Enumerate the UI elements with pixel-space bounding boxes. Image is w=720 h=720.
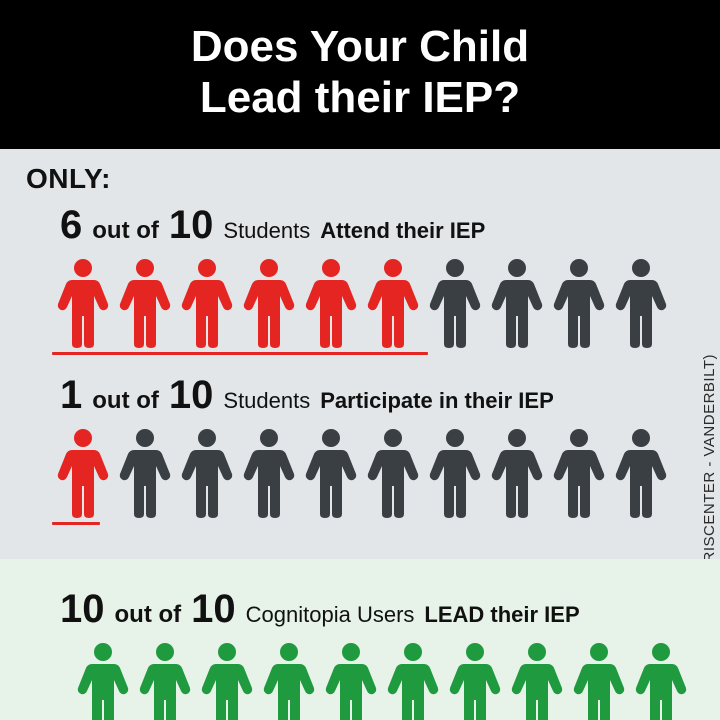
- stat-row-attend: 6 out of 10 Students Attend their IEP: [26, 203, 694, 355]
- infographic-root: Does Your Child Lead their IEP? ONLY: 6 …: [0, 0, 720, 720]
- big-number-b: 10: [169, 373, 214, 418]
- lead-text: Students: [223, 218, 310, 244]
- connector: out of: [115, 601, 182, 629]
- title-line-1: Does Your Child: [20, 22, 700, 73]
- person-icon: [630, 640, 692, 720]
- underline: [52, 522, 100, 525]
- people-row: [26, 426, 694, 518]
- panel-bottom: 10 out of 10 Cognitopia Users LEAD their…: [0, 559, 720, 720]
- big-number-a: 1: [60, 373, 82, 418]
- stat-line: 6 out of 10 Students Attend their IEP: [26, 203, 694, 248]
- stat-line: 10 out of 10 Cognitopia Users LEAD their…: [60, 587, 694, 632]
- person-icon: [176, 256, 238, 348]
- person-icon: [114, 426, 176, 518]
- underline: [52, 352, 428, 355]
- person-icon: [258, 640, 320, 720]
- people-row: [60, 640, 694, 720]
- stat-line: 1 out of 10 Students Participate in thei…: [26, 373, 694, 418]
- person-icon: [444, 640, 506, 720]
- person-icon: [610, 256, 672, 348]
- person-icon: [610, 426, 672, 518]
- verb-text: Attend their IEP: [320, 218, 485, 244]
- title-line-2: Lead their IEP?: [20, 73, 700, 124]
- source-credit: (IRISCENTER - VANDERBILT): [702, 354, 719, 573]
- person-icon: [362, 256, 424, 348]
- person-icon: [424, 256, 486, 348]
- person-icon: [382, 640, 444, 720]
- person-icon: [362, 426, 424, 518]
- verb-text: LEAD their IEP: [424, 602, 579, 628]
- stat-row-participate: 1 out of 10 Students Participate in thei…: [26, 373, 694, 525]
- person-icon: [424, 426, 486, 518]
- person-icon: [300, 256, 362, 348]
- person-icon: [486, 256, 548, 348]
- big-number-a: 10: [60, 587, 105, 632]
- person-icon: [506, 640, 568, 720]
- person-icon: [134, 640, 196, 720]
- person-icon: [72, 640, 134, 720]
- person-icon: [196, 640, 258, 720]
- title-band: Does Your Child Lead their IEP?: [0, 0, 720, 149]
- stat-row-lead: 10 out of 10 Cognitopia Users LEAD their…: [60, 587, 694, 720]
- lead-text: Cognitopia Users: [246, 602, 415, 628]
- panel-top: ONLY: 6 out of 10 Students Attend their …: [0, 149, 720, 559]
- person-icon: [238, 426, 300, 518]
- person-icon: [320, 640, 382, 720]
- verb-text: Participate in their IEP: [320, 388, 554, 414]
- big-number-b: 10: [169, 203, 214, 248]
- person-icon: [238, 256, 300, 348]
- person-icon: [52, 426, 114, 518]
- person-icon: [548, 426, 610, 518]
- lead-text: Students: [223, 388, 310, 414]
- person-icon: [176, 426, 238, 518]
- person-icon: [548, 256, 610, 348]
- person-icon: [114, 256, 176, 348]
- people-row: [26, 256, 694, 348]
- person-icon: [52, 256, 114, 348]
- big-number-b: 10: [191, 587, 236, 632]
- person-icon: [486, 426, 548, 518]
- big-number-a: 6: [60, 203, 82, 248]
- person-icon: [300, 426, 362, 518]
- connector: out of: [92, 387, 159, 415]
- connector: out of: [92, 217, 159, 245]
- only-label: ONLY:: [26, 163, 694, 195]
- person-icon: [568, 640, 630, 720]
